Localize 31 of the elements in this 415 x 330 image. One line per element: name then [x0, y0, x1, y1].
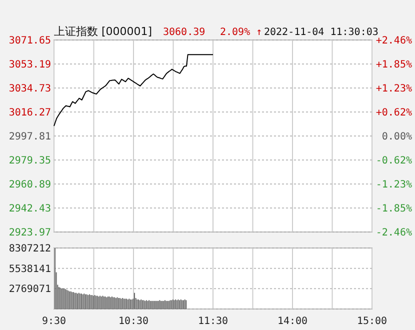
y2-tick-label: +1.23%: [376, 84, 412, 94]
y2-tick-label: 0.00%: [382, 132, 412, 142]
y-tick-label: 2997.81: [8, 132, 51, 142]
y-tick-label: 3034.73: [8, 84, 51, 94]
y-tick-label: 3053.19: [8, 60, 51, 70]
y-tick-label: 2979.35: [8, 156, 51, 166]
x-tick-label: 11:30: [198, 316, 228, 327]
x-tick-label: 15:00: [356, 316, 388, 327]
y2-tick-label: -1.85%: [376, 204, 412, 215]
y2-tick-label: -2.46%: [376, 228, 412, 238]
x-tick-label: 14:00: [277, 316, 308, 327]
y-tick-label: 3016.27: [8, 108, 51, 118]
y-tick-label: 8307212: [8, 244, 51, 254]
y2-tick-label: -0.62%: [376, 156, 412, 167]
y2-tick-label: +2.46%: [376, 36, 412, 46]
y-tick-label: 3071.65: [8, 36, 51, 46]
y2-tick-label: +1.85%: [376, 59, 412, 70]
text: 3060.39: [163, 27, 206, 38]
x-tick-label: 10:30: [118, 316, 149, 327]
y-tick-label: 2942.43: [8, 204, 51, 214]
y2-tick-label: -1.23%: [376, 180, 412, 190]
y-tick-label: 5538141: [8, 264, 51, 275]
y2-tick-label: +0.62%: [376, 107, 412, 118]
x-tick-label: 9:30: [42, 316, 66, 327]
chart-title: 上证指数 [000001]: [54, 25, 152, 38]
y-tick-label: 2960.89: [8, 180, 51, 190]
y-tick-label: 2769071: [8, 284, 51, 296]
text: 2.09% ↑: [220, 27, 262, 38]
text: 2022-11-04 11:30:03: [264, 27, 378, 38]
y-tick-label: 2923.97: [8, 228, 51, 238]
line-series: [54, 54, 214, 126]
